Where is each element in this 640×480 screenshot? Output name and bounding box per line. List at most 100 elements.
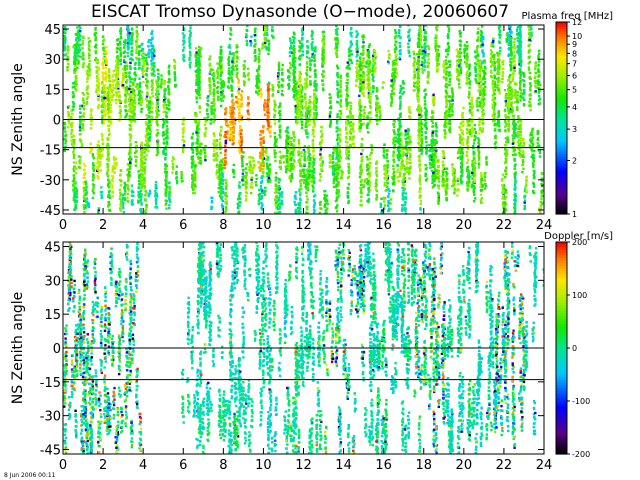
data-point — [261, 191, 264, 194]
data-point — [335, 198, 338, 202]
data-point — [77, 62, 80, 65]
data-point — [75, 51, 78, 54]
data-point — [294, 82, 297, 85]
data-point — [242, 67, 246, 71]
data-point — [332, 181, 335, 185]
data-point — [82, 101, 86, 104]
data-point — [235, 73, 238, 76]
data-point — [435, 126, 438, 129]
data-point — [188, 29, 191, 33]
data-point — [212, 142, 215, 145]
data-point — [74, 38, 78, 42]
data-point — [74, 197, 77, 200]
data-point — [212, 120, 215, 124]
data-point — [239, 126, 242, 129]
data-point — [315, 100, 318, 103]
data-point — [106, 91, 110, 94]
data-point — [434, 124, 438, 127]
data-point — [431, 110, 434, 113]
data-point — [101, 116, 104, 120]
data-point — [130, 53, 133, 56]
data-point — [150, 64, 154, 68]
data-point — [102, 52, 106, 55]
data-point — [319, 153, 322, 156]
data-point — [197, 93, 200, 97]
data-point — [365, 178, 369, 181]
data-point — [274, 145, 278, 148]
data-point — [83, 199, 86, 202]
data-point — [529, 109, 532, 112]
data-point — [267, 47, 270, 51]
data-point — [305, 72, 308, 75]
data-point — [494, 68, 497, 71]
data-point — [150, 115, 153, 118]
data-point — [336, 188, 339, 191]
data-point — [220, 168, 223, 171]
data-point — [124, 198, 127, 202]
data-point — [503, 187, 506, 190]
data-point — [285, 158, 288, 161]
data-point — [111, 88, 115, 92]
data-point — [73, 193, 76, 196]
data-point — [471, 163, 474, 166]
data-point — [320, 130, 323, 133]
data-point — [432, 95, 436, 99]
data-point — [512, 64, 515, 68]
data-point — [84, 164, 87, 168]
data-point — [347, 171, 351, 175]
data-point — [117, 80, 120, 83]
data-point — [469, 111, 472, 114]
data-point — [456, 177, 459, 180]
data-point — [274, 183, 278, 186]
data-point — [349, 101, 353, 105]
data-point — [225, 200, 228, 203]
data-point — [437, 202, 440, 205]
data-point — [261, 130, 265, 133]
data-point — [121, 198, 124, 201]
data-point — [420, 122, 424, 126]
data-point — [167, 84, 170, 88]
data-point — [81, 91, 84, 95]
data-point — [423, 38, 426, 42]
data-point — [419, 194, 422, 197]
data-point — [474, 74, 478, 77]
data-point — [416, 108, 419, 111]
data-point — [130, 27, 134, 30]
data-point — [501, 63, 505, 66]
data-point — [371, 73, 374, 76]
data-point — [393, 144, 397, 147]
data-point — [245, 174, 248, 177]
data-point — [82, 124, 85, 127]
data-point — [116, 82, 120, 86]
data-point — [339, 90, 342, 94]
data-point — [467, 77, 471, 80]
data-point — [240, 98, 243, 102]
data-point — [445, 125, 448, 128]
data-point — [407, 46, 410, 49]
data-point — [471, 177, 474, 180]
data-point — [390, 84, 393, 87]
data-point — [423, 53, 427, 56]
data-point — [320, 135, 324, 138]
data-point — [66, 66, 69, 69]
data-point — [394, 40, 397, 43]
data-point — [306, 50, 309, 53]
data-point — [245, 197, 248, 201]
data-point — [82, 232, 84, 234]
data-point — [106, 172, 109, 175]
data-point — [318, 178, 322, 182]
data-point — [224, 181, 228, 185]
data-point — [476, 46, 479, 49]
data-point — [167, 72, 171, 75]
data-point — [274, 211, 277, 214]
data-point — [66, 51, 69, 54]
data-point — [260, 205, 264, 208]
data-point — [418, 116, 421, 120]
data-point — [203, 117, 206, 120]
data-point — [261, 47, 264, 50]
data-point — [445, 103, 448, 107]
data-point — [130, 194, 134, 197]
data-point — [322, 53, 326, 56]
data-point — [349, 116, 352, 119]
data-point — [129, 106, 132, 110]
